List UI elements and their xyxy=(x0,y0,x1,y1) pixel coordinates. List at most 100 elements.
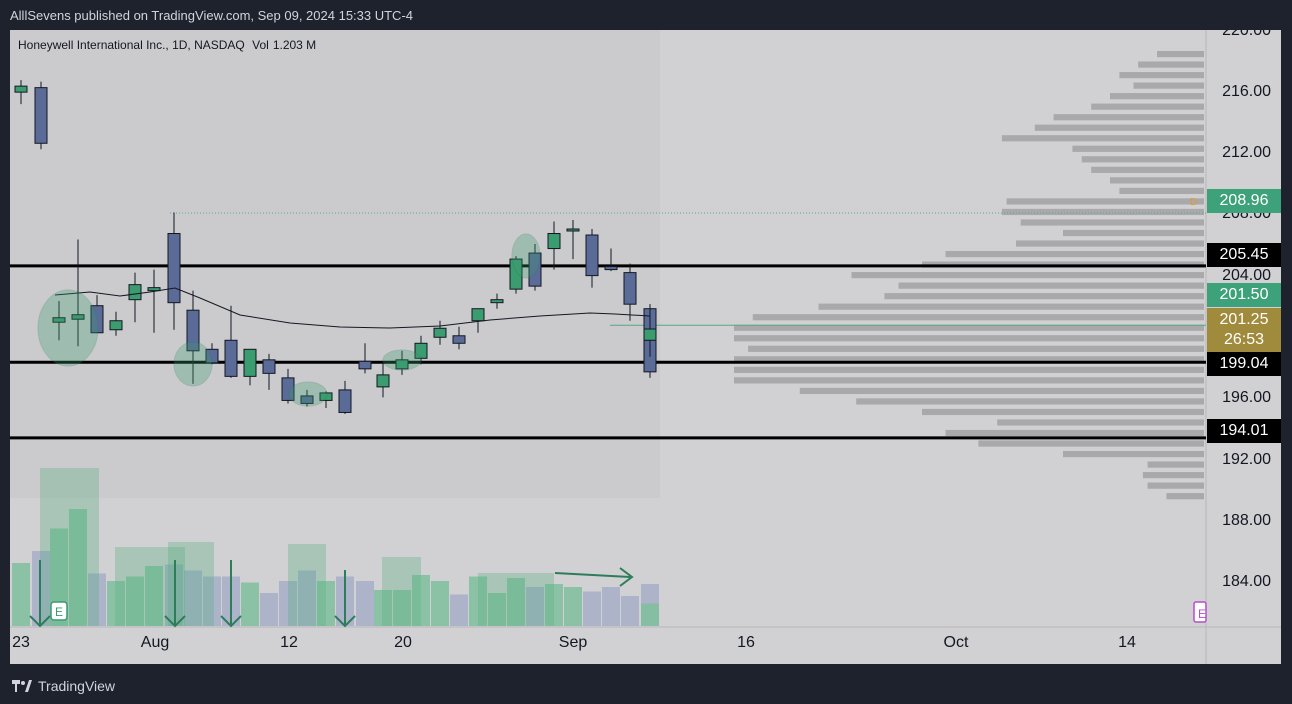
volume-profile-bar xyxy=(799,387,1204,395)
y-tick-label: 196.00 xyxy=(1222,389,1271,406)
volume-bar xyxy=(298,570,316,626)
volume-profile-bar xyxy=(1081,156,1204,163)
down-arrow-head-icon xyxy=(164,615,186,628)
candle-body xyxy=(147,287,161,292)
publish-header: AlllSevens published on TradingView.com,… xyxy=(0,0,1292,30)
volume-bar xyxy=(507,578,525,626)
volume-bar xyxy=(279,581,297,626)
volume-bar xyxy=(203,576,221,626)
volume-bar xyxy=(469,576,487,626)
volume-profile-bar xyxy=(1147,461,1204,468)
volume-bar xyxy=(431,581,449,626)
volume-profile-bar xyxy=(1091,103,1204,110)
candle-body xyxy=(509,258,523,290)
candle-body xyxy=(224,339,238,377)
tradingview-logo-icon xyxy=(12,680,32,692)
chart-pane[interactable]: E E D Honeywell International Inc., 1D, NA… xyxy=(10,30,1281,664)
volume-profile-bar xyxy=(1157,50,1204,58)
volume-bar xyxy=(545,584,563,626)
volume-profile-bar xyxy=(1119,187,1204,195)
y-tick-label: 216.00 xyxy=(1222,83,1271,100)
volume-bar xyxy=(412,575,430,626)
candle-body xyxy=(623,272,637,305)
volume-profile-bar xyxy=(997,419,1204,426)
level-badge-205: 205.45 xyxy=(1207,243,1281,267)
candle-body xyxy=(262,359,276,374)
earnings-marker-icon xyxy=(50,601,68,621)
volume-profile-bar xyxy=(1110,93,1204,100)
candle-body xyxy=(128,284,142,301)
volume-profile-bar xyxy=(1138,61,1204,68)
candle-body xyxy=(90,305,104,334)
volume-profile-bar xyxy=(1001,208,1204,216)
y-tick-label: 220.00 xyxy=(1222,30,1271,39)
candle-body xyxy=(604,266,618,271)
x-tick-label: Oct xyxy=(943,634,969,651)
volume-profile-bar xyxy=(748,345,1204,352)
volume-bar xyxy=(69,509,87,626)
volume-profile-bar xyxy=(734,356,1204,363)
volume-profile-bar xyxy=(978,440,1204,447)
volume-bar xyxy=(88,573,106,626)
dividend-marker-label: D xyxy=(1190,197,1197,208)
volume-profile-bar xyxy=(945,429,1204,437)
volume-profile-bar xyxy=(1034,124,1204,131)
volume-bar xyxy=(393,590,411,626)
down-arrow-head-icon xyxy=(29,615,51,628)
candle-body xyxy=(433,327,447,338)
candle-body xyxy=(109,320,123,331)
volume-profile-bar xyxy=(1001,135,1204,142)
y-tick-label: 192.00 xyxy=(1222,451,1271,468)
trend-arrow-icon xyxy=(554,572,631,578)
x-tick-label: Aug xyxy=(140,634,170,651)
volume-profile-bar xyxy=(1006,198,1204,205)
volume-profile-bar xyxy=(734,377,1204,384)
volume-bar xyxy=(564,587,582,626)
candle-body xyxy=(528,252,542,287)
highlight-ellipse xyxy=(511,233,541,279)
legend-volume-label: Vol xyxy=(252,38,269,52)
volume-profile-bar xyxy=(1091,166,1204,173)
x-tick-label: 12 xyxy=(280,634,298,651)
price-chart[interactable]: E E D xyxy=(10,30,1281,664)
candle-body xyxy=(395,359,409,370)
volume-profile-bar xyxy=(752,314,1204,321)
volume-bar xyxy=(602,587,620,626)
volume-bar xyxy=(450,594,468,626)
future-earnings-marker-icon xyxy=(1193,601,1207,623)
level-badge-208: 208.96 xyxy=(1207,189,1281,213)
candle-body xyxy=(243,348,257,377)
volume-profile-bar xyxy=(1142,472,1204,479)
volume-profile-bar xyxy=(1110,177,1204,184)
x-tick-label: 23 xyxy=(12,634,30,651)
trend-arrow-head-icon xyxy=(619,567,634,587)
highlight-ellipse xyxy=(173,341,213,387)
footer-brand[interactable]: TradingView xyxy=(12,672,115,700)
volume-bar xyxy=(583,591,601,626)
volume-bar xyxy=(317,581,335,626)
volume-profile-bar xyxy=(818,303,1204,310)
volume-highlight-box xyxy=(288,544,326,626)
volume-profile-bar xyxy=(1166,493,1204,500)
volume-bar xyxy=(107,581,125,626)
candle-body xyxy=(471,308,485,322)
candle-body xyxy=(319,392,333,401)
volume-profile-bar xyxy=(1016,240,1204,247)
candle-body xyxy=(205,348,219,364)
candle-body xyxy=(414,342,428,359)
volume-profile-bar xyxy=(734,324,1204,331)
level-badge-194: 194.01 xyxy=(1207,419,1281,443)
volume-highlight-box xyxy=(115,547,185,626)
volume-highlight-box xyxy=(478,573,554,626)
x-tick-label: 20 xyxy=(394,634,412,651)
volume-bar xyxy=(488,593,506,626)
legend-volume-value: 1.203 M xyxy=(272,38,317,52)
volume-profile-bar xyxy=(1119,72,1204,79)
candle-body xyxy=(585,234,599,277)
volume-profile-bar xyxy=(1133,82,1204,89)
volume-bar xyxy=(526,587,544,626)
highlight-ellipse xyxy=(37,289,99,367)
volume-bar xyxy=(126,576,144,626)
candle-body xyxy=(52,317,66,323)
volume-bar xyxy=(641,603,659,626)
